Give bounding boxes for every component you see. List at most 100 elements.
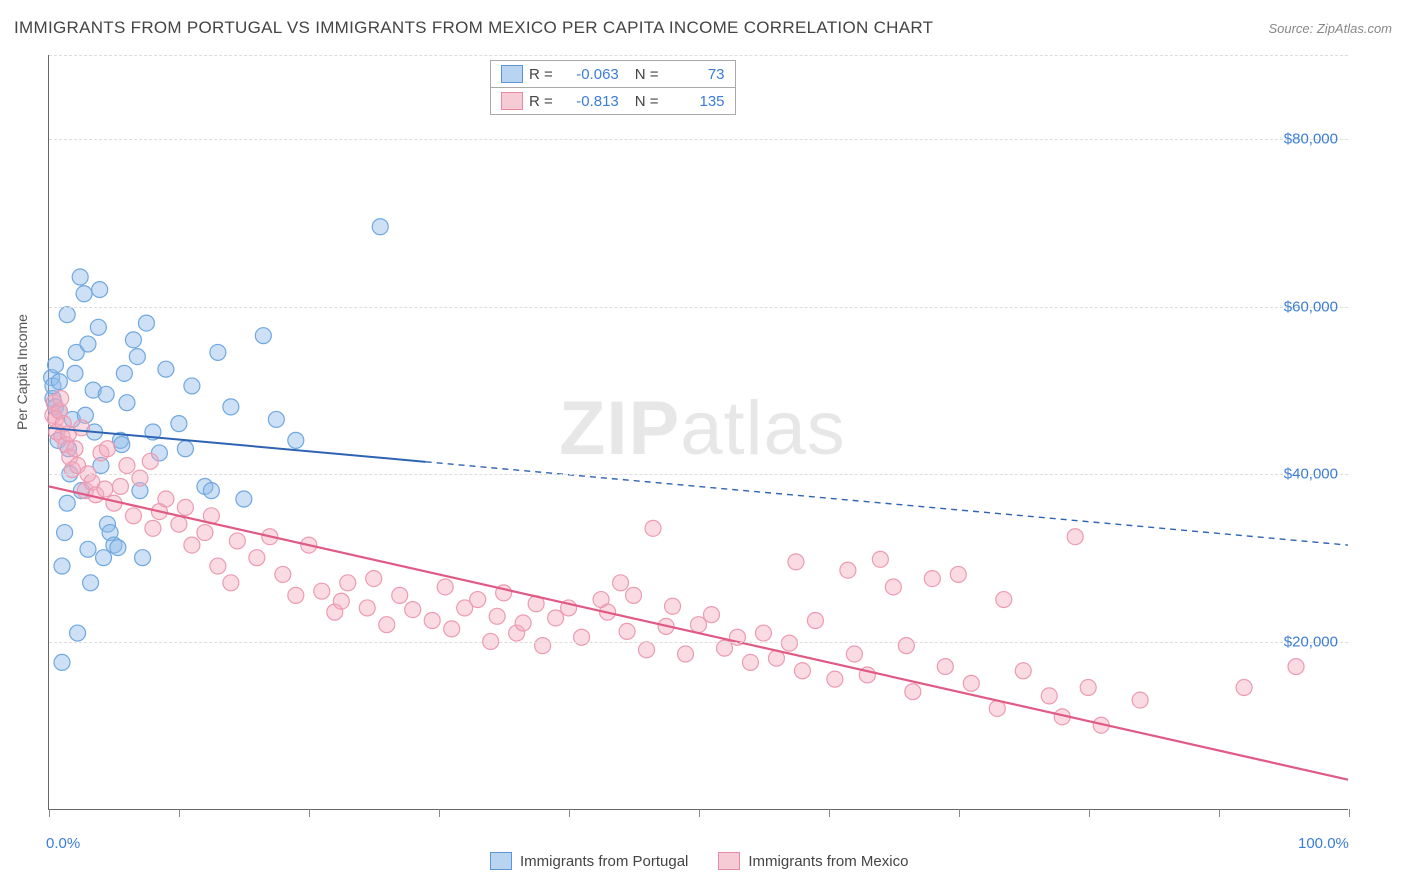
data-point — [372, 219, 388, 235]
data-point — [67, 365, 83, 381]
data-point — [138, 315, 154, 331]
data-point — [177, 441, 193, 457]
data-point — [444, 621, 460, 637]
data-point — [177, 499, 193, 515]
x-tick — [699, 809, 700, 817]
n-label: N = — [635, 93, 659, 110]
data-point — [333, 593, 349, 609]
data-point — [249, 550, 265, 566]
data-point — [665, 598, 681, 614]
data-point — [90, 319, 106, 335]
x-tick-label: 100.0% — [1298, 835, 1349, 852]
data-point — [794, 663, 810, 679]
data-point — [963, 675, 979, 691]
data-point — [288, 587, 304, 603]
data-point — [236, 491, 252, 507]
data-point — [223, 575, 239, 591]
data-point — [1288, 659, 1304, 675]
data-point — [619, 623, 635, 639]
y-tick-label: $40,000 — [1284, 466, 1338, 483]
data-point — [678, 646, 694, 662]
data-point — [645, 520, 661, 536]
data-point — [184, 378, 200, 394]
data-point — [340, 575, 356, 591]
chart-svg — [49, 55, 1348, 809]
data-point — [703, 607, 719, 623]
data-point — [70, 625, 86, 641]
data-point — [827, 671, 843, 687]
data-point — [1041, 688, 1057, 704]
data-point — [275, 566, 291, 582]
data-point — [229, 533, 245, 549]
data-point — [1132, 692, 1148, 708]
data-point — [392, 587, 408, 603]
data-point — [145, 520, 161, 536]
gridline-h — [49, 55, 1348, 56]
data-point — [937, 659, 953, 675]
data-point — [158, 491, 174, 507]
data-point — [59, 495, 75, 511]
data-point — [1236, 680, 1252, 696]
data-point — [639, 642, 655, 658]
data-point — [171, 516, 187, 532]
data-point — [210, 558, 226, 574]
trend-line — [49, 486, 1348, 779]
data-point — [1080, 680, 1096, 696]
data-point — [691, 617, 707, 633]
data-point — [379, 617, 395, 633]
r-value-portugal: -0.063 — [559, 66, 619, 83]
data-point — [924, 571, 940, 587]
r-value-mexico: -0.813 — [559, 93, 619, 110]
gridline-h — [49, 474, 1348, 475]
data-point — [119, 395, 135, 411]
data-point — [184, 537, 200, 553]
data-point — [359, 600, 375, 616]
r-label: R = — [529, 93, 553, 110]
data-point — [197, 525, 213, 541]
data-point — [54, 654, 70, 670]
data-point — [67, 441, 83, 457]
data-point — [142, 453, 158, 469]
data-point — [119, 458, 135, 474]
data-point — [51, 374, 67, 390]
data-point — [489, 608, 505, 624]
data-point — [905, 684, 921, 700]
data-point — [171, 416, 187, 432]
data-point — [366, 571, 382, 587]
data-point — [54, 558, 70, 574]
x-tick — [959, 809, 960, 817]
data-point — [125, 508, 141, 524]
x-tick — [439, 809, 440, 817]
data-point — [92, 282, 108, 298]
legend-label-portugal: Immigrants from Portugal — [520, 853, 688, 870]
data-point — [48, 357, 64, 373]
data-point — [83, 575, 99, 591]
data-point — [424, 613, 440, 629]
n-label: N = — [635, 66, 659, 83]
data-point — [125, 332, 141, 348]
x-tick — [179, 809, 180, 817]
gridline-h — [49, 642, 1348, 643]
data-point — [872, 551, 888, 567]
legend-swatch-portugal — [490, 852, 512, 870]
data-point — [255, 328, 271, 344]
data-point — [99, 441, 115, 457]
data-point — [437, 579, 453, 595]
data-point — [314, 583, 330, 599]
legend-bottom: Immigrants from Portugal Immigrants from… — [490, 852, 908, 870]
data-point — [755, 625, 771, 641]
data-point — [885, 579, 901, 595]
gridline-h — [49, 139, 1348, 140]
data-point — [846, 646, 862, 662]
data-point — [116, 365, 132, 381]
data-point — [742, 654, 758, 670]
x-tick — [1089, 809, 1090, 817]
data-point — [1015, 663, 1031, 679]
data-point — [97, 481, 113, 497]
y-tick-label: $20,000 — [1284, 634, 1338, 651]
data-point — [898, 638, 914, 654]
x-tick-label: 0.0% — [46, 835, 80, 852]
n-value-portugal: 73 — [665, 66, 725, 83]
plot-area: ZIPatlas $20,000$40,000$60,000$80,000 — [48, 55, 1348, 810]
data-point — [626, 587, 642, 603]
